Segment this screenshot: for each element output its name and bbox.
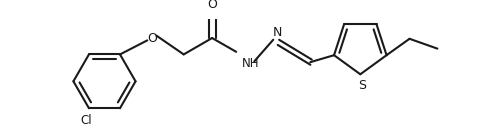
Text: O: O <box>147 32 157 45</box>
Text: S: S <box>358 79 366 92</box>
Text: N: N <box>273 26 282 39</box>
Text: NH: NH <box>242 57 260 70</box>
Text: Cl: Cl <box>80 114 92 127</box>
Text: O: O <box>207 0 217 11</box>
